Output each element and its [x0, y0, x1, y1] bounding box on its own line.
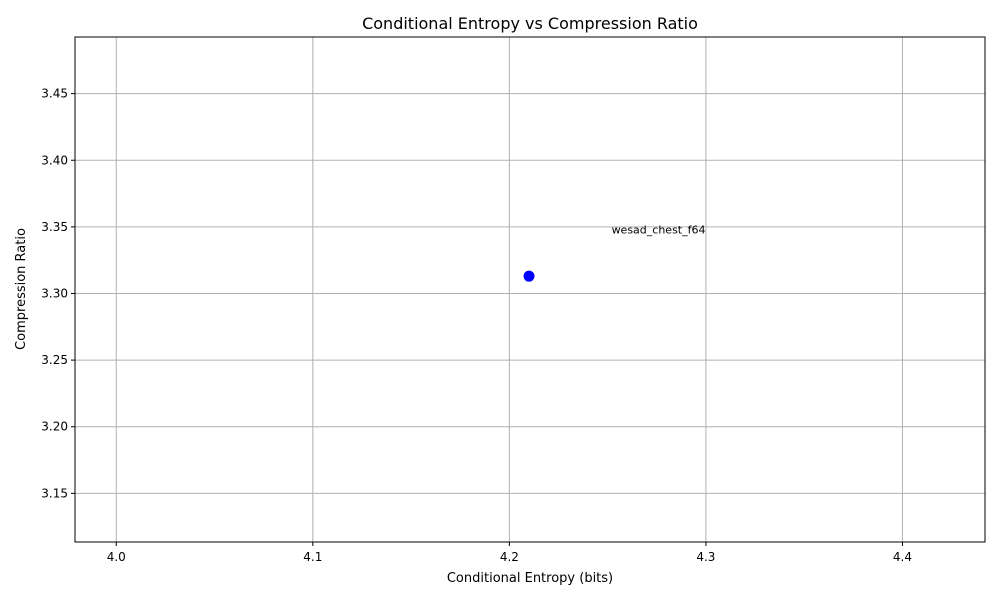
chart-title: Conditional Entropy vs Compression Ratio	[362, 14, 698, 33]
x-tick-label: 4.3	[696, 550, 715, 564]
y-tick-label: 3.15	[41, 486, 68, 500]
y-tick-label: 3.35	[41, 220, 68, 234]
x-tick-label: 4.0	[107, 550, 126, 564]
plot-frame	[74, 36, 986, 543]
y-axis-label: Compression Ratio	[14, 228, 29, 350]
y-tick-label: 3.20	[41, 420, 68, 434]
y-tick-label: 3.25	[41, 353, 68, 367]
y-tick-label: 3.45	[41, 87, 68, 101]
data-points	[523, 270, 535, 282]
grid	[75, 37, 985, 542]
point-annotation: wesad_chest_f64	[612, 224, 706, 237]
x-tick-label: 4.1	[303, 550, 322, 564]
y-tick-label: 3.40	[41, 153, 68, 167]
x-axis-label: Conditional Entropy (bits)	[447, 571, 613, 586]
x-tick-label: 4.2	[500, 550, 519, 564]
x-tick-label: 4.4	[893, 550, 912, 564]
y-tick-label: 3.30	[41, 286, 68, 300]
annotations: wesad_chest_f64	[612, 224, 706, 237]
axis-ticks: 4.0 4.1 4.2 4.3 4.4 3.15 3.20 3.25 3.30 3.35 3.40 3…	[41, 87, 912, 564]
data-point	[523, 270, 535, 282]
